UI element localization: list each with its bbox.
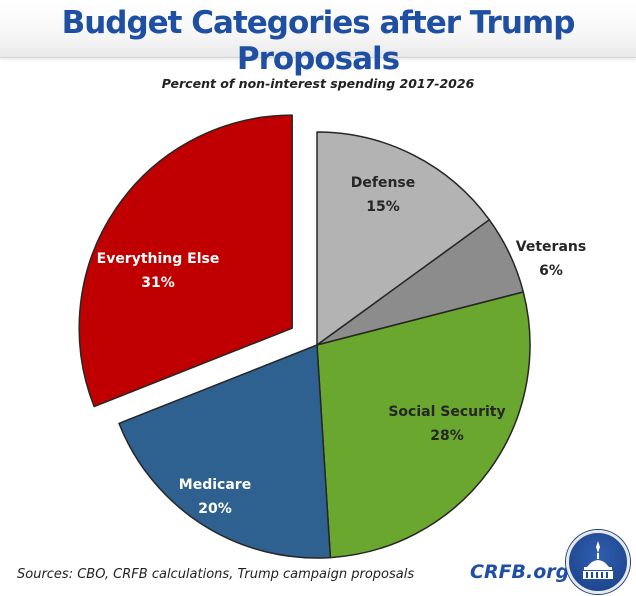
chart-subtitle: Percent of non-interest spending 2017-20… [161,76,475,91]
pie-slice-defense [316,131,491,346]
slice-value-label: 6% [539,263,563,279]
slice-label: Medicare [179,477,251,493]
chart-title: Budget Categories after Trump Proposals [61,5,576,77]
capitol-dome-seal-icon [566,530,630,594]
slice-value-label: 15% [366,199,400,215]
brand-link[interactable]: CRFB.org [470,561,570,583]
slice-label: Everything Else [97,251,220,267]
slice-label: Defense [351,175,416,191]
slice-value-label: 31% [141,275,175,291]
slice-value-label: 28% [430,428,464,444]
pie-slice-everything-else [78,114,293,408]
slice-label: Social Security [388,404,505,420]
pie-slice-medicare [118,344,332,559]
header-bar: Budget Categories after Trump Proposals [0,0,636,77]
source-note: Sources: CBO, CRFB calculations, Trump c… [17,567,415,582]
slice-label: Veterans [516,239,586,255]
pie-slice-social-security [316,291,531,559]
slice-value-label: 20% [198,501,232,517]
